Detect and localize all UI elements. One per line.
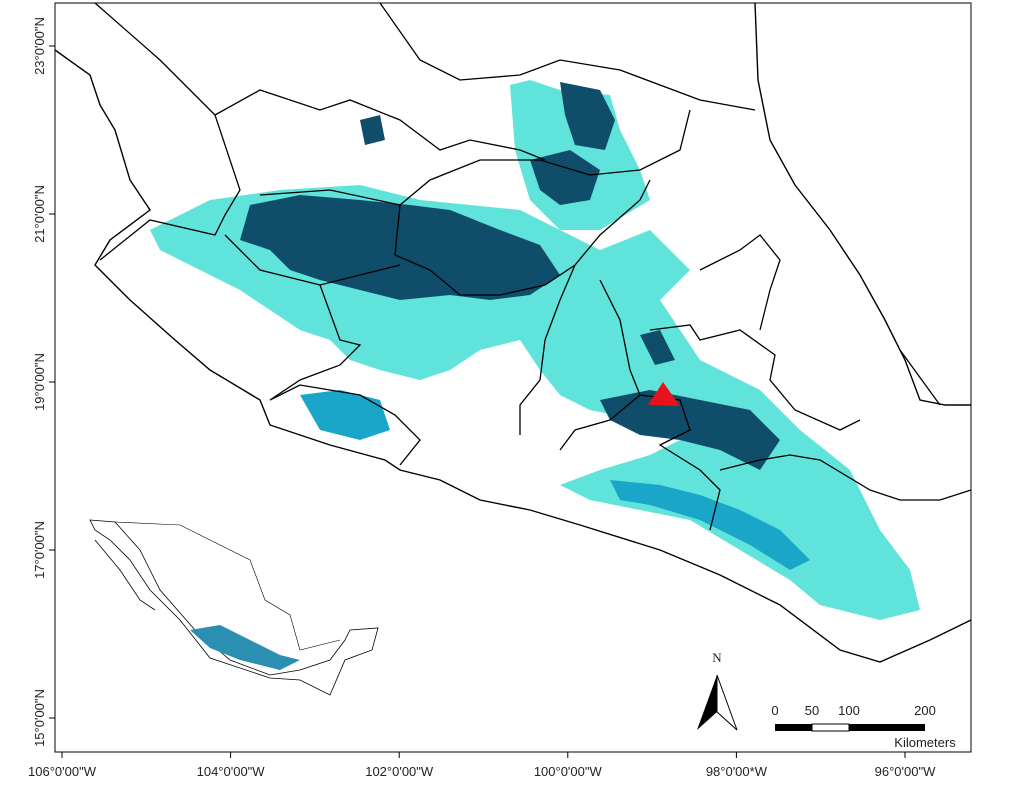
lat-tick-label: 19°0'00"N — [32, 353, 47, 411]
gulf-coast — [754, 2, 971, 406]
lon-tick-label: 106°0'00"W — [28, 764, 97, 779]
pacific-coast — [54, 49, 972, 663]
lat-tick-label: 23°0'00"N — [32, 17, 47, 75]
site-marker — [648, 382, 680, 406]
lon-tick-label: 96°0'00"W — [875, 764, 936, 779]
dark-area — [360, 115, 385, 145]
scale-label: 0 — [771, 703, 778, 718]
scale-unit: Kilometers — [894, 735, 956, 750]
scale-bar: Kilometers — [775, 723, 956, 750]
habitat-areas — [150, 80, 920, 620]
lat-tick-label: 15°0'00"N — [32, 689, 47, 747]
scale-label: 100 — [838, 703, 860, 718]
lon-tick-label: 102°0'00"W — [365, 764, 434, 779]
dark-area — [240, 195, 560, 300]
lat-tick-label: 21°0'00"N — [32, 185, 47, 243]
lon-tick-label: 104°0'00"W — [197, 764, 266, 779]
north-label: N — [712, 650, 722, 665]
scale-label: 50 — [805, 703, 819, 718]
state-borders — [94, 2, 972, 531]
medium-area — [610, 480, 810, 570]
inset-map — [89, 519, 379, 696]
dark-area — [560, 82, 615, 150]
medium-area — [300, 390, 390, 440]
scale-label: 200 — [914, 703, 936, 718]
dark-area — [640, 330, 675, 365]
coastlines — [54, 2, 972, 663]
dark-area — [530, 150, 600, 205]
lat-tick-label: 17°0'00"N — [32, 521, 47, 579]
lon-tick-label: 100°0'00"W — [534, 764, 603, 779]
lon-tick-label: 98°0'00*W — [706, 764, 768, 779]
north-arrow: N — [697, 650, 738, 731]
